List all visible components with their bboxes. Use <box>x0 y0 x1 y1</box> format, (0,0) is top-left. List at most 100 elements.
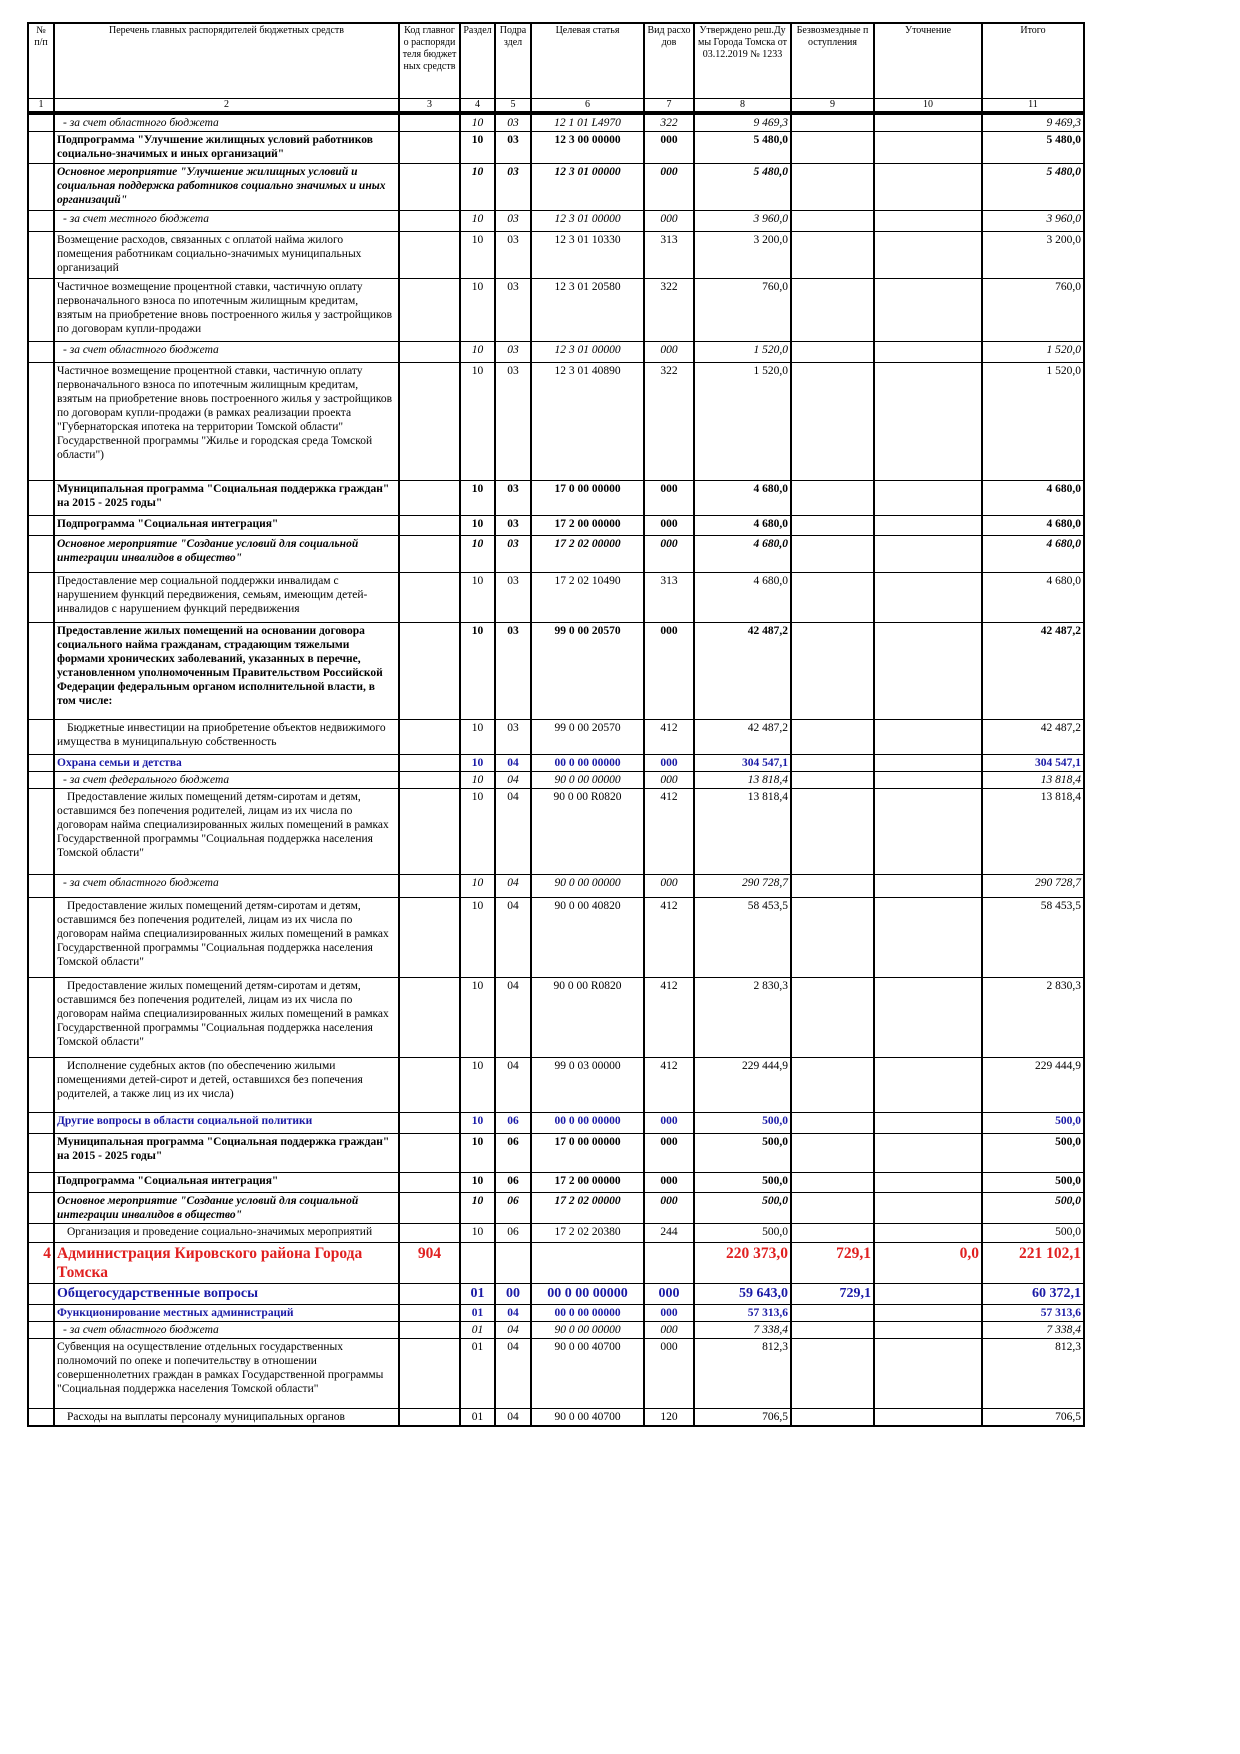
approved-cell: 304 547,1 <box>693 754 792 772</box>
adjust-cell <box>873 754 983 772</box>
section-cell: 10 <box>459 163 496 211</box>
data-row: - за счет областного бюджета 10 04 90 0 00 … <box>27 874 1085 898</box>
subsection-cell: 06 <box>494 1112 532 1134</box>
header-row: № п/п Перечень главных распорядителей бюд… <box>27 22 1085 99</box>
code-cell <box>398 515 461 536</box>
approved-cell: 9 469,3 <box>693 112 792 132</box>
column-number: 9 <box>790 98 875 115</box>
grants-cell <box>790 754 875 772</box>
code-cell <box>398 572 461 623</box>
kind-cell: 000 <box>643 622 695 720</box>
approved-cell: 42 487,2 <box>693 719 792 755</box>
data-row: Расходы на выплаты персоналу муниципальн… <box>27 1408 1085 1427</box>
column-number: 5 <box>494 98 532 115</box>
name-cell: Бюджетные инвестиции на приобретение объ… <box>53 719 400 755</box>
grants-cell <box>790 771 875 789</box>
code-cell <box>398 131 461 164</box>
total-cell: 3 960,0 <box>981 210 1085 232</box>
grants-cell <box>790 341 875 363</box>
kind-cell: 000 <box>643 1133 695 1173</box>
target-cell: 90 0 00 00000 <box>530 1321 645 1339</box>
section-cell: 10 <box>459 977 496 1058</box>
approved-cell: 500,0 <box>693 1133 792 1173</box>
column-number: 10 <box>873 98 983 115</box>
column-number: 8 <box>693 98 792 115</box>
name-cell: - за счет областного бюджета <box>53 1321 400 1339</box>
target-cell: 12 3 01 40890 <box>530 362 645 481</box>
num-cell <box>27 572 55 623</box>
approved-cell: 4 680,0 <box>693 572 792 623</box>
section-cell: 10 <box>459 754 496 772</box>
target-cell: 00 0 00 00000 <box>530 1304 645 1322</box>
name-cell: Расходы на выплаты персоналу муниципальн… <box>53 1408 400 1427</box>
num-cell <box>27 1057 55 1113</box>
subsection-cell: 03 <box>494 163 532 211</box>
subsection-cell: 03 <box>494 131 532 164</box>
section-cell: 10 <box>459 771 496 789</box>
name-cell: Подпрограмма "Улучшение жилищных условий… <box>53 131 400 164</box>
num-cell <box>27 897 55 978</box>
approved-cell: 5 480,0 <box>693 131 792 164</box>
approved-cell: 500,0 <box>693 1112 792 1134</box>
kind-cell: 313 <box>643 231 695 279</box>
column-number: 4 <box>459 98 496 115</box>
code-cell <box>398 112 461 132</box>
name-cell: Исполнение судебных актов (по обеспечени… <box>53 1057 400 1113</box>
num-cell <box>27 1304 55 1322</box>
grants-cell <box>790 897 875 978</box>
total-cell: 4 680,0 <box>981 572 1085 623</box>
code-cell <box>398 278 461 342</box>
column-number-row: 1 2 3 4 5 6 7 8 9 10 11 <box>27 98 1085 115</box>
data-row: Подпрограмма "Социальная интеграция" 10 03… <box>27 515 1085 536</box>
total-cell: 2 830,3 <box>981 977 1085 1058</box>
section-cell: 10 <box>459 341 496 363</box>
data-row: Исполнение судебных актов (по обеспечени… <box>27 1057 1085 1113</box>
data-row: Бюджетные инвестиции на приобретение объ… <box>27 719 1085 755</box>
name-cell: Другие вопросы в области социальной поли… <box>53 1112 400 1134</box>
name-cell: - за счет областного бюджета <box>53 874 400 898</box>
target-cell: 00 0 00 00000 <box>530 1283 645 1305</box>
subsection-cell: 04 <box>494 1057 532 1113</box>
section-cell: 01 <box>459 1408 496 1427</box>
grants-cell <box>790 112 875 132</box>
code-cell <box>398 1321 461 1339</box>
code-cell <box>398 1338 461 1409</box>
approved-cell: 1 520,0 <box>693 362 792 481</box>
total-cell: 3 200,0 <box>981 231 1085 279</box>
name-cell: Основное мероприятие "Улучшение жилищных… <box>53 163 400 211</box>
section-cell: 10 <box>459 1172 496 1193</box>
subsection-cell: 03 <box>494 231 532 279</box>
code-cell <box>398 977 461 1058</box>
grants-cell <box>790 1057 875 1113</box>
name-cell: Предоставление мер социальной поддержки … <box>53 572 400 623</box>
target-cell: 90 0 00 R0820 <box>530 977 645 1058</box>
subsection-cell: 04 <box>494 1321 532 1339</box>
approved-cell: 59 643,0 <box>693 1283 792 1305</box>
adjust-cell <box>873 131 983 164</box>
num-cell <box>27 622 55 720</box>
subsection-cell: 04 <box>494 1338 532 1409</box>
header-cell: Утверждено реш.Думы Города Томска от 03.… <box>693 22 792 99</box>
grants-cell <box>790 1223 875 1243</box>
num-cell <box>27 480 55 516</box>
adjust-cell <box>873 1304 983 1322</box>
target-cell: 17 2 00 00000 <box>530 1172 645 1193</box>
approved-cell: 220 373,0 <box>693 1242 792 1284</box>
header-cell: Раздел <box>459 22 496 99</box>
section-cell: 10 <box>459 362 496 481</box>
section-cell: 10 <box>459 210 496 232</box>
name-cell: Субвенция на осуществление отдельных гос… <box>53 1338 400 1409</box>
kind-cell: 000 <box>643 874 695 898</box>
name-cell: Муниципальная программа "Социальная подд… <box>53 1133 400 1173</box>
section-cell: 10 <box>459 622 496 720</box>
adjust-cell <box>873 572 983 623</box>
total-cell: 13 818,4 <box>981 788 1085 875</box>
approved-cell: 3 960,0 <box>693 210 792 232</box>
subsection-cell: 03 <box>494 210 532 232</box>
header-cell: Итого <box>981 22 1085 99</box>
total-cell: 304 547,1 <box>981 754 1085 772</box>
approved-cell: 4 680,0 <box>693 535 792 573</box>
subsection-cell: 04 <box>494 897 532 978</box>
kind-cell: 244 <box>643 1223 695 1243</box>
kind-cell: 000 <box>643 1321 695 1339</box>
